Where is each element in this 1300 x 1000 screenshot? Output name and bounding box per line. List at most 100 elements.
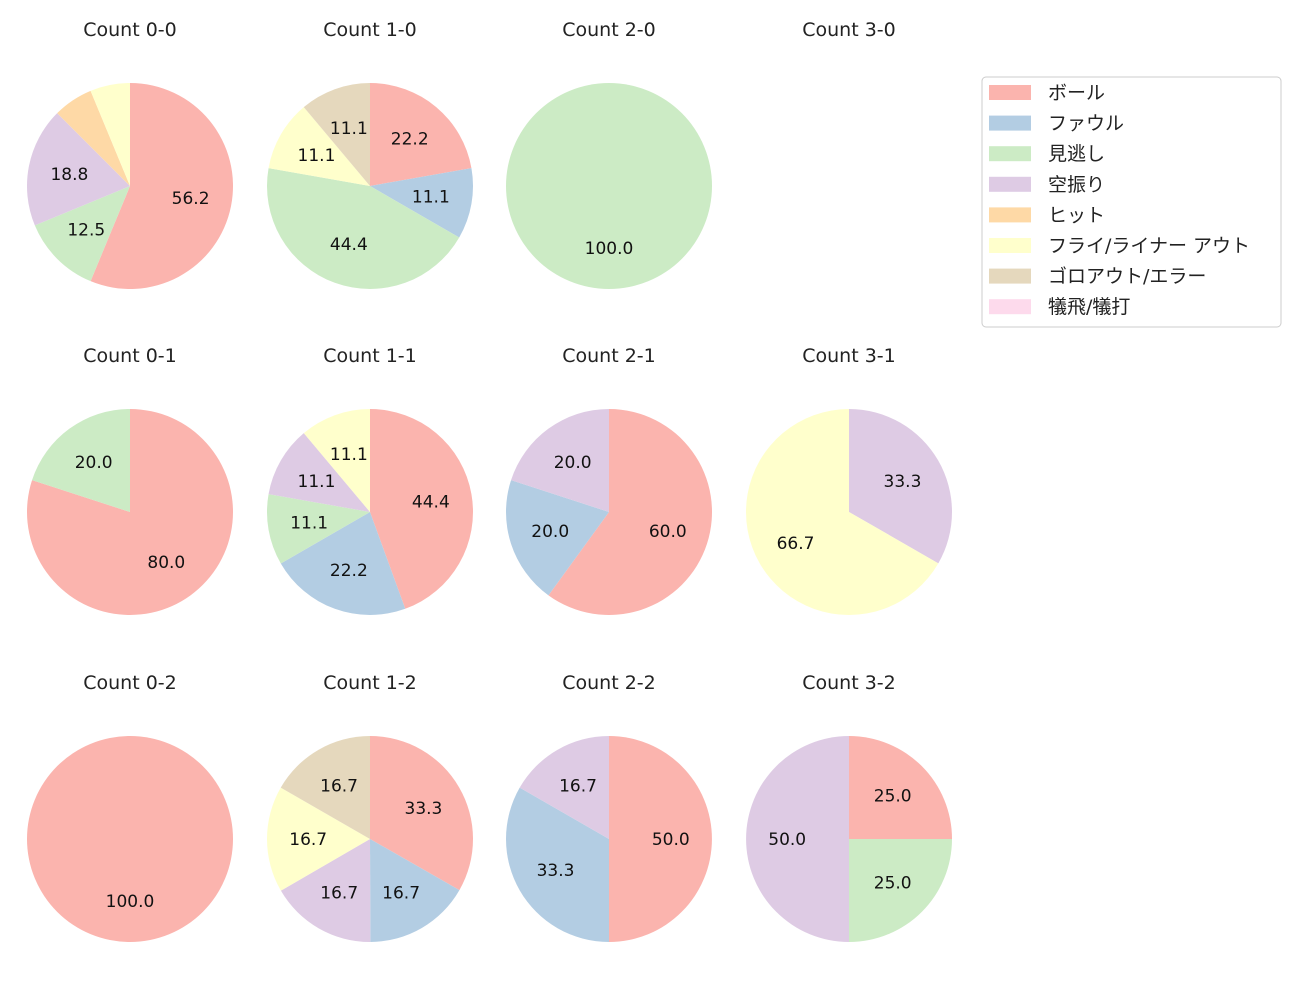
pie-slice <box>609 736 712 942</box>
pie-label: 22.2 <box>330 561 368 581</box>
pie-slice <box>268 433 370 512</box>
pie-label: 16.7 <box>320 884 358 904</box>
legend-frame <box>981 76 1282 328</box>
pie-label: 33.3 <box>405 799 443 819</box>
pie-label: 11.1 <box>330 445 368 465</box>
legend-swatch <box>989 299 1031 315</box>
pie-slice <box>280 736 370 839</box>
legend-swatch <box>989 176 1031 192</box>
pie-slice <box>266 787 370 891</box>
pie-label: 50.0 <box>652 830 690 850</box>
pie-label: 25.0 <box>874 786 912 806</box>
pie-slice <box>370 839 460 942</box>
legend-swatch <box>989 207 1031 223</box>
legend-label: フライ/ライナー アウト <box>1048 235 1250 257</box>
pie-chart: Count 3-0 <box>802 19 896 41</box>
pie-slice <box>849 736 952 839</box>
pie-title: Count 0-1 <box>83 345 177 367</box>
pie-label: 20.0 <box>531 522 569 542</box>
pie-title: Count 1-0 <box>323 19 417 41</box>
pie-label: 44.4 <box>412 492 450 512</box>
pie-label: 50.0 <box>768 830 806 850</box>
pie-label: 22.2 <box>391 130 429 150</box>
pie-chart: Count 2-0 100.0 <box>506 19 712 289</box>
pie-slice <box>268 107 370 186</box>
pie-slice <box>303 409 370 512</box>
legend-swatch <box>989 238 1031 253</box>
pie-label: 60.0 <box>649 522 687 542</box>
pie-slice <box>506 83 712 289</box>
legend-swatch <box>989 146 1031 162</box>
pie-title: Count 3-1 <box>802 345 896 367</box>
pie-slice <box>280 512 406 615</box>
legend-label: 見逃し <box>1048 143 1105 165</box>
pie-label: 20.0 <box>75 453 113 473</box>
pie-slice <box>267 494 370 564</box>
pie-title: Count 2-1 <box>562 345 656 367</box>
pie-chart: Count 0-1 80.0 20.0 <box>27 345 234 615</box>
pie-slice <box>57 90 131 186</box>
pie-slice <box>266 168 460 290</box>
pie-label: 18.8 <box>50 165 88 185</box>
pie-title: Count 1-2 <box>323 672 417 694</box>
pie-slice <box>506 480 609 596</box>
legend-swatch <box>989 268 1031 284</box>
pie-label: 16.7 <box>289 830 327 850</box>
pie-slice <box>370 409 473 609</box>
pie-label: 16.7 <box>320 776 358 796</box>
legend-label: ゴロアウト/エラー <box>1048 266 1206 288</box>
pie-slice <box>746 736 849 942</box>
pie-title: Count 3-0 <box>802 19 896 41</box>
pie-label: 66.7 <box>777 534 815 554</box>
pie-chart: Count 0-0 56.2 12.5 18.8 <box>26 19 233 289</box>
pie-slice <box>849 839 952 942</box>
pie-label: 56.2 <box>172 189 210 209</box>
legend-label: ファウル <box>1048 113 1124 135</box>
pie-slice <box>511 409 609 512</box>
pie-title: Count 0-0 <box>83 19 177 41</box>
pie-title: Count 3-2 <box>802 672 896 694</box>
pie-slice <box>27 409 234 615</box>
pie-chart: Count 3-2 25.0 25.0 50.0 <box>746 672 952 942</box>
pie-slice <box>280 839 371 942</box>
pie-label: 33.3 <box>884 472 922 492</box>
pie-chart: Count 1-0 22.2 11.1 44.4 11.1 11.1 <box>266 19 473 290</box>
pie-slice <box>370 168 473 238</box>
pie-slice <box>849 409 953 564</box>
pie-chart: Count 3-1 33.3 66.7 <box>745 345 953 616</box>
pie-slice <box>34 186 130 282</box>
pie-label: 11.1 <box>412 188 450 208</box>
pie-slice <box>90 83 233 289</box>
legend-swatch <box>989 115 1031 131</box>
pie-label: 33.3 <box>537 861 575 881</box>
pie-slice <box>519 736 609 839</box>
pie-label: 11.1 <box>290 514 328 534</box>
legend-label: 犠飛/犠打 <box>1048 296 1130 318</box>
pie-label: 11.1 <box>298 472 336 492</box>
pie-chart: Count 1-1 44.4 22.2 11.1 11.1 11.1 <box>267 345 473 615</box>
legend-label: 空振り <box>1048 174 1105 196</box>
legend-swatch <box>989 85 1031 100</box>
pie-chart: Count 1-2 33.3 16.7 16.7 16.7 16.7 <box>266 672 473 942</box>
pie-slice <box>370 83 472 186</box>
pie-label: 11.1 <box>298 146 336 166</box>
pie-label: 12.5 <box>67 221 105 241</box>
pie-title: Count 1-1 <box>323 345 417 367</box>
pie-label: 11.1 <box>330 119 368 139</box>
pie-label: 16.7 <box>559 777 597 797</box>
pie-slice <box>745 409 939 616</box>
pie-chart: Count 2-2 50.0 33.3 16.7 <box>505 672 712 942</box>
pie-chart: Count 2-1 60.0 20.0 20.0 <box>506 345 713 616</box>
pie-label: 80.0 <box>147 553 185 573</box>
pie-label: 44.4 <box>330 235 368 255</box>
pie-slice <box>26 113 130 226</box>
pie-slice <box>548 409 713 616</box>
pie-label: 25.0 <box>874 874 912 894</box>
pie-slice <box>27 736 233 942</box>
pie-title: Count 0-2 <box>83 672 177 694</box>
pie-slice <box>32 409 130 512</box>
pie-label: 16.7 <box>382 883 420 903</box>
legend-label: ヒット <box>1048 204 1105 226</box>
